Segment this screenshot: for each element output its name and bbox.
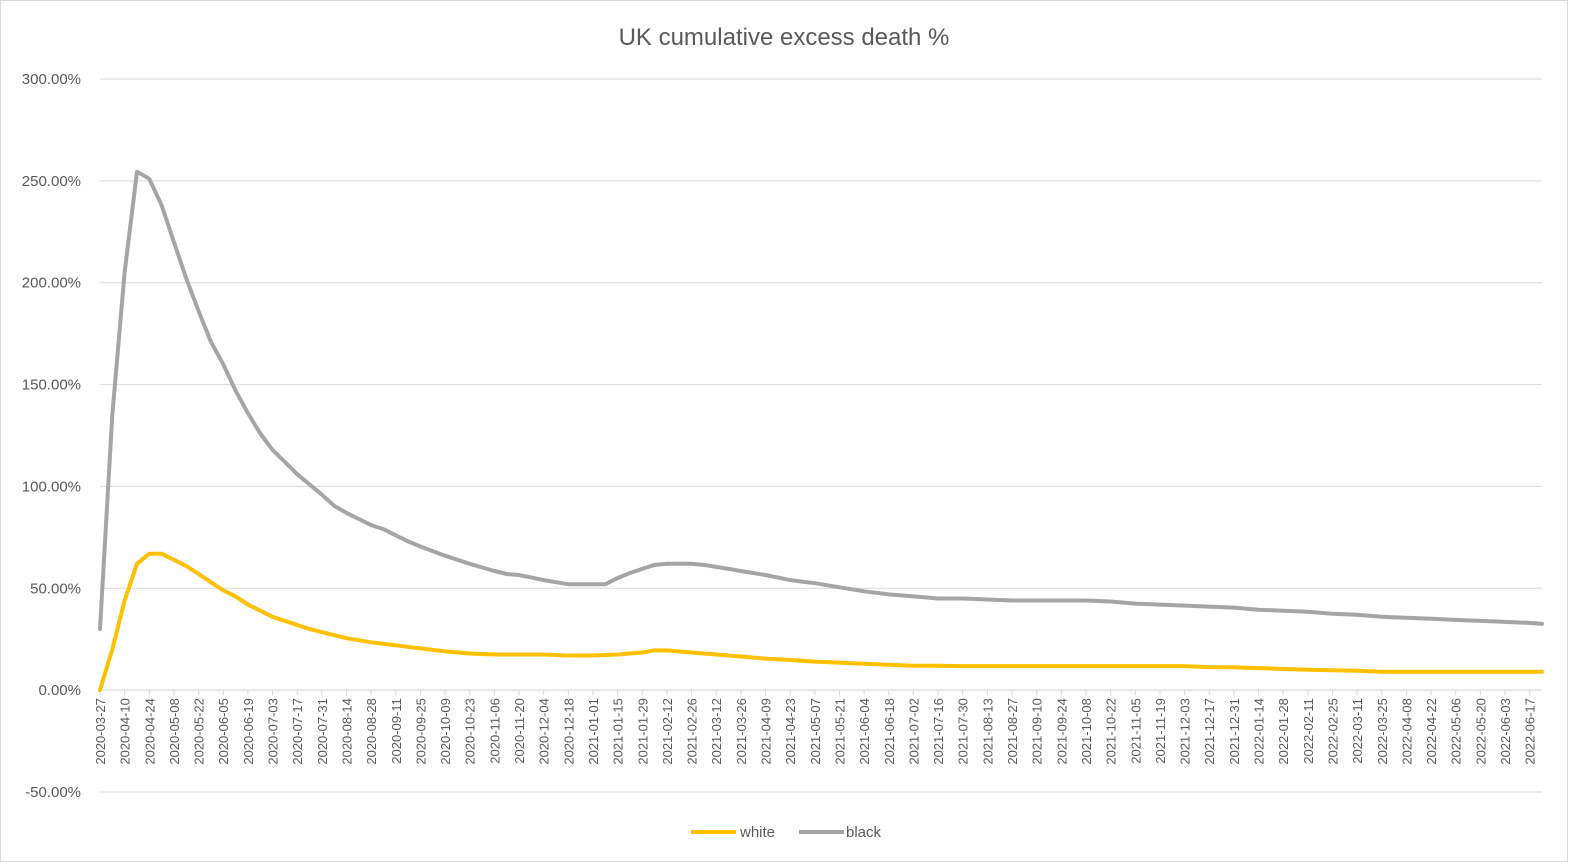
x-tick-label: 2021-03-12	[709, 698, 724, 765]
x-tick-label: 2022-04-22	[1424, 698, 1439, 765]
x-tick-label: 2022-01-28	[1276, 698, 1291, 765]
chart-title: UK cumulative excess death %	[619, 24, 950, 51]
x-tick-label: 2021-12-17	[1202, 698, 1217, 765]
legend: white black	[691, 824, 882, 841]
x-tick-label: 2021-12-31	[1227, 698, 1242, 765]
x-tick-label: 2022-06-03	[1498, 698, 1513, 765]
x-tick-label: 2021-02-12	[660, 698, 675, 765]
x-tick-label: 2020-07-03	[266, 698, 281, 765]
x-tick-label: 2020-06-19	[241, 698, 256, 765]
x-tick-label: 2020-06-05	[216, 698, 231, 765]
x-tick-label: 2022-01-14	[1252, 698, 1267, 765]
x-tick-label: 2021-05-21	[832, 698, 847, 765]
y-axis: -50.00% 0.00% 50.00% 100.00% 150.00% 200.00% 2…	[22, 71, 81, 801]
x-tick-label: 2020-04-10	[118, 698, 133, 765]
x-tick-label: 2021-01-01	[586, 698, 601, 765]
x-tick-label: 2020-05-22	[192, 698, 207, 765]
x-tick-label: 2021-07-16	[931, 698, 946, 765]
x-tick-label: 2020-07-17	[290, 698, 305, 765]
series-line-black	[98, 169, 1544, 631]
x-tick-label: 2021-10-22	[1104, 698, 1119, 765]
x-tick-label: 2021-07-30	[956, 698, 971, 765]
x-tick-label: 2020-10-09	[438, 698, 453, 765]
y-tick-label: 250.00%	[22, 173, 81, 190]
x-tick-label: 2020-10-23	[463, 698, 478, 765]
x-tick-label: 2020-03-27	[93, 698, 108, 765]
x-tick-label: 2020-08-14	[339, 698, 354, 765]
x-tick-label: 2021-06-18	[882, 698, 897, 765]
x-tick-label: 2021-09-24	[1054, 698, 1069, 765]
x-tick-label: 2021-08-27	[1005, 698, 1020, 765]
x-tick-label: 2022-04-08	[1399, 698, 1414, 765]
y-tick-label: 150.00%	[22, 377, 81, 394]
x-tick-label: 2022-02-11	[1301, 698, 1316, 764]
x-tick-label: 2021-11-05	[1128, 698, 1143, 764]
x-tick-label: 2020-07-31	[315, 698, 330, 765]
x-tick-label: 2020-09-25	[413, 698, 428, 765]
x-tick-label: 2021-04-23	[783, 698, 798, 765]
legend-label-black: black	[846, 824, 882, 841]
y-tick-label: -50.00%	[25, 784, 81, 801]
x-tick-label: 2022-03-11	[1350, 698, 1365, 764]
x-tick-label: 2020-08-28	[364, 698, 379, 765]
x-tick-label: 2021-01-15	[611, 698, 626, 765]
y-tick-label: 200.00%	[22, 275, 81, 292]
x-tick-label: 2020-04-24	[142, 698, 157, 765]
x-tick-label: 2022-03-25	[1375, 698, 1390, 765]
y-tick-label: 300.00%	[22, 71, 81, 88]
y-tick-label: 0.00%	[38, 682, 81, 699]
x-tick-label: 2020-12-04	[537, 698, 552, 765]
y-tick-label: 100.00%	[22, 478, 81, 495]
x-tick-label: 2021-07-02	[906, 698, 921, 765]
x-tick-label: 2021-10-08	[1079, 698, 1094, 765]
x-tick-label: 2020-11-06	[487, 698, 502, 764]
gridlines	[100, 78, 1542, 793]
series-line-white	[98, 551, 1544, 693]
x-tick-label: 2022-05-06	[1449, 698, 1464, 765]
x-tick-label: 2021-08-13	[980, 698, 995, 765]
series-lines	[98, 169, 1544, 693]
x-tick-label: 2020-09-11	[389, 698, 404, 764]
x-tick-label: 2020-12-18	[561, 698, 576, 765]
y-tick-label: 50.00%	[30, 580, 81, 597]
x-tick-label: 2020-11-20	[512, 698, 527, 764]
x-tick-label: 2022-05-20	[1473, 698, 1488, 765]
x-tick-label: 2021-11-19	[1153, 698, 1168, 764]
x-tick-label: 2020-05-08	[167, 698, 182, 765]
x-tick-label: 2021-03-26	[734, 698, 749, 765]
x-axis: 2020-03-27 2020-04-10 2020-04-24 2020-05-08…	[93, 689, 1542, 765]
x-tick-label: 2021-05-07	[808, 698, 823, 765]
x-tick-label: 2021-06-04	[857, 698, 872, 765]
legend-label-white: white	[739, 824, 775, 841]
x-tick-label: 2021-12-03	[1178, 698, 1193, 765]
x-tick-label: 2021-02-26	[685, 698, 700, 765]
x-tick-label: 2021-04-09	[759, 698, 774, 765]
x-tick-label: 2021-09-10	[1030, 698, 1045, 765]
x-tick-label: 2022-06-17	[1523, 698, 1538, 765]
x-tick-label: 2021-01-29	[635, 698, 650, 765]
x-tick-label: 2022-02-25	[1325, 698, 1340, 765]
